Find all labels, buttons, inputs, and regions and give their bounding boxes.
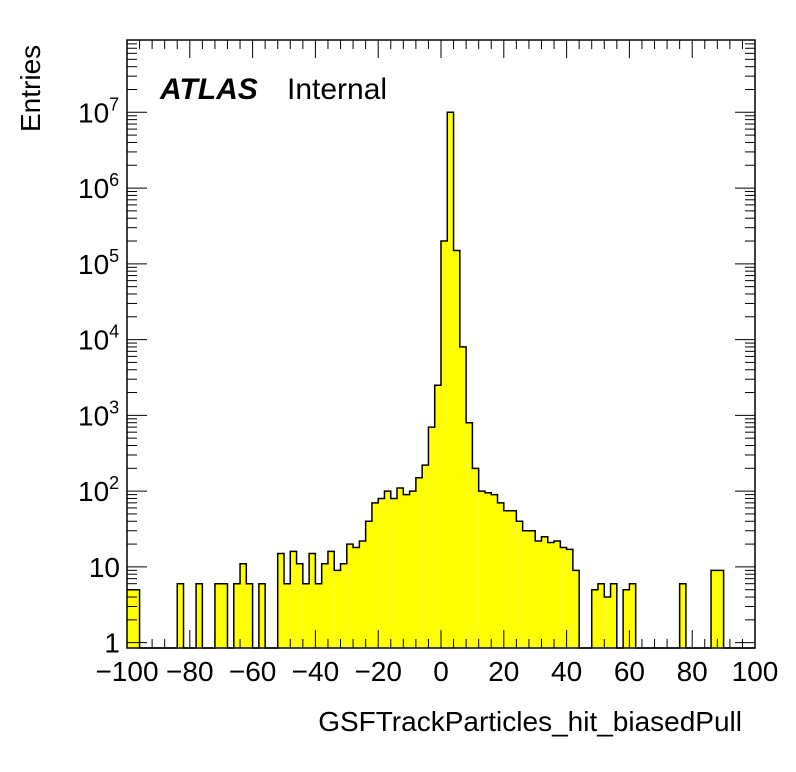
histogram-bin (516, 521, 523, 648)
histogram-bin (598, 583, 605, 648)
histogram-bin (478, 491, 485, 648)
histogram-bin (629, 583, 636, 648)
histogram-bin (277, 553, 284, 648)
x-tick-label: −80 (166, 656, 214, 687)
histogram-bin (459, 346, 467, 648)
histogram-bin (196, 583, 203, 648)
axis-ticks (126, 39, 756, 648)
histogram-bin (491, 494, 498, 648)
histogram-bin (290, 551, 297, 648)
histogram-bin (717, 570, 724, 648)
histogram-bin (560, 547, 567, 648)
histogram-bin (428, 427, 435, 648)
histogram-bin (378, 498, 385, 648)
histogram-bin (233, 583, 241, 648)
histogram-bin (127, 589, 134, 648)
x-tick-label: 80 (677, 656, 708, 687)
x-tick-labels: −100 −80 −60 −40 −20 0 20 40 60 80 100 (95, 656, 778, 687)
y-tick-labels: 1 10 102 103 104 105 106 107 (78, 94, 120, 658)
internal-label: Internal (287, 73, 387, 106)
histogram-bin (679, 583, 686, 648)
x-tick-label: −60 (229, 656, 277, 687)
y-tick-label: 1 (104, 628, 120, 659)
histogram-bin (591, 589, 598, 648)
y-tick-label: 10 (89, 552, 120, 583)
x-tick-label: −100 (95, 656, 158, 687)
histogram-bin (309, 553, 316, 648)
histogram-bin (510, 510, 517, 648)
histogram-bin (711, 570, 718, 648)
atlas-label: ATLAS (159, 73, 258, 106)
y-tick-label: 103 (78, 397, 119, 431)
histogram-bin (397, 487, 404, 648)
y-axis-label: Entries (15, 45, 46, 132)
x-tick-label: 100 (732, 656, 779, 687)
histogram-bin (484, 492, 492, 648)
x-tick-label: −20 (354, 656, 402, 687)
histogram-bin (604, 597, 611, 648)
histogram-bin (365, 521, 372, 648)
histogram-bin (441, 241, 448, 649)
histogram-bin (390, 498, 398, 648)
y-tick-label: 107 (78, 94, 119, 128)
x-axis-label: GSFTrackParticles_hit_biasedPull (318, 706, 742, 737)
histogram-bin (346, 544, 354, 648)
histogram-bin (327, 551, 335, 648)
x-tick-label: 20 (488, 656, 519, 687)
histogram-bin (497, 502, 504, 648)
histogram-bin (334, 570, 341, 648)
histogram-bin (447, 112, 454, 648)
histogram-bin (246, 583, 253, 648)
histogram-bin (572, 570, 580, 648)
histogram-bin (535, 540, 542, 648)
histogram-bin (133, 589, 140, 648)
x-tick-label: 60 (614, 656, 645, 687)
histogram-bin (302, 583, 310, 648)
histogram-bin (503, 510, 511, 648)
histogram-bin (214, 583, 222, 648)
histogram-bin (177, 583, 184, 648)
histogram-bin (340, 563, 347, 648)
y-tick-label: 106 (78, 170, 119, 204)
y-tick-label: 104 (78, 322, 119, 356)
histogram-bin (422, 465, 429, 648)
histogram-bin (623, 589, 630, 648)
histogram-bin (415, 477, 423, 648)
x-tick-label: 0 (433, 656, 449, 687)
histogram-bin (284, 583, 291, 648)
histogram-bin (296, 563, 303, 648)
histogram-bin (472, 468, 479, 648)
histogram-bin (547, 542, 555, 648)
histogram-bin (315, 583, 322, 648)
histogram-bin (221, 583, 228, 648)
histogram-bin (522, 530, 529, 648)
y-tick-label: 105 (78, 246, 119, 280)
histogram-bin (610, 583, 617, 648)
histogram-bin (240, 563, 247, 648)
x-tick-label: 40 (551, 656, 582, 687)
histogram-bin (466, 422, 473, 648)
histogram-bin (359, 540, 366, 648)
histogram-bin (528, 530, 536, 648)
histogram-bin (541, 536, 548, 648)
histogram-bin (566, 549, 573, 648)
y-tick-label: 102 (78, 473, 119, 507)
histogram-bin (353, 547, 360, 648)
histogram-bin (453, 250, 460, 648)
histogram-bin (321, 563, 328, 648)
histogram-bin (409, 491, 416, 648)
histogram-bin (554, 540, 561, 648)
histogram-bars (127, 112, 724, 649)
histogram-bin (371, 502, 379, 648)
histogram-bin (434, 385, 441, 648)
histogram-bin (384, 491, 391, 648)
x-tick-label: −40 (292, 656, 340, 687)
histogram-bin (403, 494, 410, 648)
histogram-bin (258, 583, 266, 648)
